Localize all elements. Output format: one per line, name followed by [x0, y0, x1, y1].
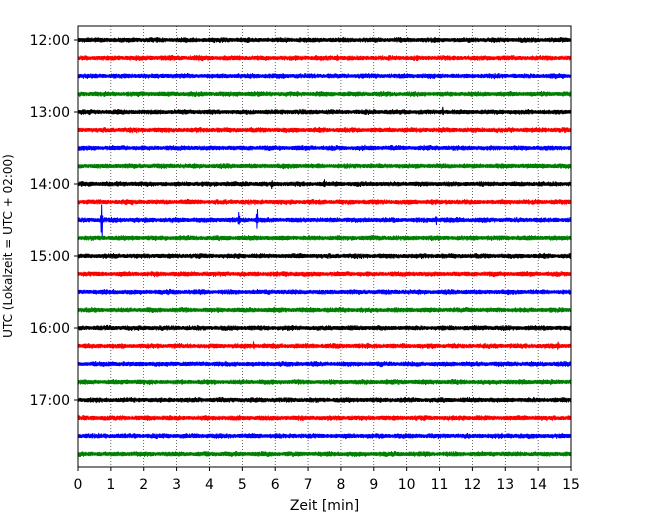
trace-line-20 [77, 396, 572, 404]
trace-line-8 [77, 179, 572, 190]
x-tick-label: 7 [304, 477, 313, 493]
x-tick-label: 6 [271, 477, 280, 493]
x-tick-label: 5 [238, 477, 247, 493]
trace-line-2 [77, 72, 572, 80]
trace-line-14 [77, 288, 572, 296]
y-axis-label: UTC (Lokalzeit = UTC + 02:00) [1, 154, 15, 338]
plot-frame [77, 25, 572, 468]
x-tick-label: 15 [562, 477, 580, 493]
trace-line-9 [77, 198, 572, 206]
y-tick-label: 15:00 [30, 249, 70, 265]
trace-line-18 [77, 360, 572, 368]
x-axis-ticks: 0 1 2 3 4 5 6 7 8 9 10 11 12 13 14 15 [74, 467, 580, 493]
x-tick-label: 9 [369, 477, 378, 493]
x-tick-label: 3 [172, 477, 181, 493]
y-axis-ticks: 12:00 13:00 14:00 15:00 16:00 17:00 [30, 33, 78, 409]
x-tick-label: 10 [398, 477, 416, 493]
trace-line-13 [77, 270, 572, 278]
trace-line-4 [77, 106, 572, 116]
y-tick-label: 14:00 [30, 177, 70, 193]
trace-line-3 [77, 90, 572, 98]
x-tick-label: 14 [529, 477, 547, 493]
trace-line-6 [77, 144, 572, 152]
trace-line-17 [77, 341, 572, 350]
trace-line-0 [77, 36, 572, 44]
x-axis-label: Zeit [min] [290, 498, 359, 514]
y-tick-label: 17:00 [30, 393, 70, 409]
y-tick-label: 12:00 [30, 33, 70, 49]
x-tick-label: 2 [139, 477, 148, 493]
trace-line-7 [77, 162, 572, 170]
x-tick-label: 11 [431, 477, 449, 493]
trace-lines [77, 36, 572, 458]
x-tick-label: 8 [336, 477, 345, 493]
trace-line-22 [77, 432, 572, 440]
trace-line-16 [77, 324, 572, 332]
trace-line-1 [77, 54, 572, 62]
x-tick-label: 0 [74, 477, 83, 493]
y-tick-label: 13:00 [30, 105, 70, 121]
plot-background [78, 26, 571, 467]
trace-line-10 [77, 204, 572, 238]
trace-line-15 [77, 306, 572, 313]
trace-line-12 [77, 252, 572, 260]
trace-line-21 [77, 414, 572, 422]
trace-line-19 [77, 378, 572, 385]
trace-line-5 [77, 126, 572, 134]
trace-line-23 [77, 450, 572, 458]
x-tick-label: 1 [106, 477, 115, 493]
x-tick-label: 4 [205, 477, 214, 493]
trace-line-11 [77, 234, 572, 242]
y-tick-label: 16:00 [30, 321, 70, 337]
x-tick-label: 12 [463, 477, 481, 493]
x-tick-label: 13 [496, 477, 514, 493]
